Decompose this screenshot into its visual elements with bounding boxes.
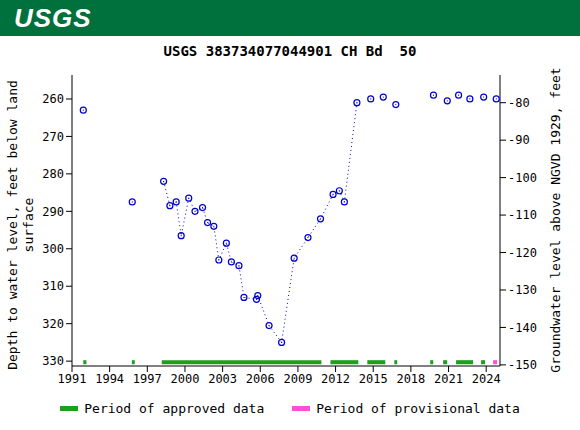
svg-text:330: 330 [42, 354, 64, 368]
html-text:Depth to water level, feet bel: Depth to water level, feet below land su… [4, 80, 35, 370]
svg-text:260: 260 [42, 92, 64, 106]
svg-text:2018: 2018 [396, 372, 425, 386]
svg-text:310: 310 [42, 279, 64, 293]
svg-text:270: 270 [42, 130, 64, 144]
svg-text:2006: 2006 [246, 372, 275, 386]
svg-text:2015: 2015 [359, 372, 388, 386]
svg-text:-90: -90 [508, 133, 530, 147]
svg-text:-100: -100 [508, 171, 537, 185]
html-text:USGS: USGS [14, 3, 92, 33]
svg-text:2024: 2024 [472, 372, 501, 386]
svg-text:300: 300 [42, 242, 64, 256]
svg-text:290: 290 [42, 205, 64, 219]
svg-text:-140: -140 [508, 321, 537, 335]
svg-text:2000: 2000 [171, 372, 200, 386]
svg-text:2009: 2009 [283, 372, 312, 386]
svg-text:-150: -150 [508, 358, 537, 372]
svg-text:320: 320 [42, 317, 64, 331]
svg-text:2021: 2021 [434, 372, 463, 386]
svg-text:-130: -130 [508, 283, 537, 297]
html-text:Period of approved data: Period of approved data [84, 401, 265, 416]
svg-text:2003: 2003 [208, 372, 237, 386]
svg-text:-110: -110 [508, 208, 537, 222]
svg-text:2012: 2012 [321, 372, 350, 386]
svg-text:280: 280 [42, 167, 64, 181]
svg-text:1994: 1994 [95, 372, 124, 386]
svg-text:-80: -80 [508, 96, 530, 110]
html-text:USGS 383734077044901 CH Bd 50: USGS 383734077044901 CH Bd 50 [163, 43, 417, 59]
svg-text:1991: 1991 [58, 372, 87, 386]
svg-text:1997: 1997 [133, 372, 162, 386]
html-text:Groundwater level above NGVD 1: Groundwater level above NGVD 1929, feet [548, 67, 563, 373]
svg-text:-120: -120 [508, 246, 537, 260]
html-text:Period of provisional data: Period of provisional data [316, 401, 520, 416]
